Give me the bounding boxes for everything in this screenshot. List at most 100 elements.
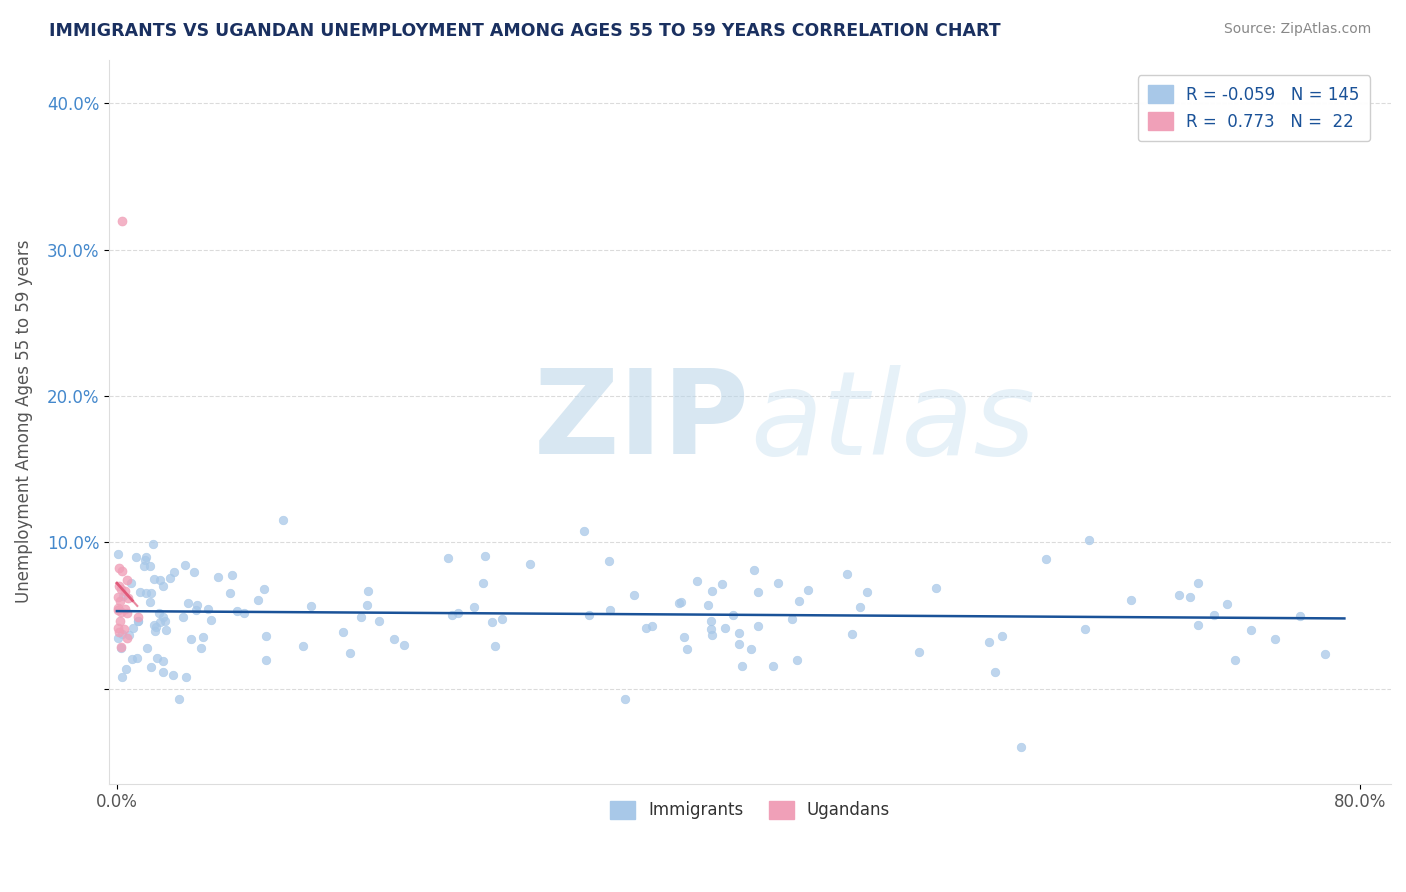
Point: [110, 605, 132, 619]
Point: [155, 623, 177, 637]
Point: [152, 665, 174, 679]
Point: [463, 599, 485, 614]
Point: [697, 598, 720, 612]
Point: [186, 598, 208, 612]
Point: [598, 554, 620, 568]
Point: [107, 603, 129, 617]
Point: [225, 604, 247, 618]
Point: [110, 582, 132, 596]
Point: [472, 575, 495, 590]
Point: [672, 630, 695, 644]
Point: [107, 547, 129, 561]
Point: [107, 625, 129, 640]
Point: [114, 602, 136, 616]
Point: [1074, 622, 1097, 636]
Point: [141, 660, 163, 674]
Point: [356, 598, 378, 612]
Point: [447, 606, 470, 620]
Point: [117, 591, 139, 605]
Point: [135, 586, 157, 600]
Point: [110, 669, 132, 683]
Point: [135, 549, 157, 564]
Point: [221, 568, 243, 582]
Point: [110, 213, 132, 227]
Point: [1315, 647, 1337, 661]
Point: [143, 618, 166, 632]
Point: [149, 573, 172, 587]
Point: [107, 621, 129, 635]
Point: [143, 572, 166, 586]
Point: [169, 692, 191, 706]
Point: [183, 565, 205, 579]
Point: [780, 611, 803, 625]
Point: [700, 584, 723, 599]
Point: [247, 593, 270, 607]
Point: [382, 632, 405, 646]
Point: [139, 559, 162, 574]
Point: [1225, 653, 1247, 667]
Point: [837, 567, 859, 582]
Point: [253, 582, 276, 597]
Point: [111, 589, 134, 603]
Point: [856, 585, 879, 599]
Point: [723, 608, 745, 623]
Point: [111, 565, 134, 579]
Point: [107, 591, 129, 605]
Point: [924, 581, 946, 595]
Point: [174, 558, 197, 572]
Point: [491, 612, 513, 626]
Point: [1187, 575, 1209, 590]
Point: [768, 575, 790, 590]
Y-axis label: Unemployment Among Ages 55 to 59 years: Unemployment Among Ages 55 to 59 years: [15, 240, 32, 603]
Point: [339, 646, 361, 660]
Point: [700, 627, 723, 641]
Point: [145, 620, 167, 634]
Point: [747, 619, 769, 633]
Point: [143, 624, 166, 639]
Point: [112, 622, 135, 636]
Point: [728, 626, 751, 640]
Point: [669, 595, 692, 609]
Point: [111, 627, 134, 641]
Point: [686, 574, 709, 589]
Point: [135, 640, 157, 655]
Point: [1264, 632, 1286, 647]
Point: [180, 632, 202, 646]
Point: [125, 550, 148, 565]
Text: Source: ZipAtlas.com: Source: ZipAtlas.com: [1223, 22, 1371, 37]
Point: [146, 650, 169, 665]
Point: [120, 576, 142, 591]
Point: [174, 670, 197, 684]
Point: [115, 573, 138, 587]
Point: [139, 586, 162, 600]
Point: [200, 613, 222, 627]
Point: [207, 570, 229, 584]
Point: [108, 594, 131, 608]
Point: [219, 586, 242, 600]
Point: [437, 550, 460, 565]
Point: [332, 625, 354, 640]
Point: [484, 639, 506, 653]
Point: [731, 659, 754, 673]
Legend: Immigrants, Ugandans: Immigrants, Ugandans: [603, 794, 897, 826]
Point: [292, 639, 315, 653]
Text: IMMIGRANTS VS UGANDAN UNEMPLOYMENT AMONG AGES 55 TO 59 YEARS CORRELATION CHART: IMMIGRANTS VS UGANDAN UNEMPLOYMENT AMONG…: [49, 22, 1001, 40]
Point: [849, 600, 872, 615]
Point: [127, 614, 149, 628]
Point: [1202, 608, 1225, 623]
Point: [356, 584, 378, 599]
Point: [134, 552, 156, 566]
Point: [1239, 624, 1261, 638]
Point: [714, 621, 737, 635]
Point: [787, 594, 810, 608]
Point: [107, 631, 129, 645]
Point: [152, 579, 174, 593]
Point: [636, 621, 658, 635]
Point: [578, 607, 600, 622]
Point: [163, 565, 186, 579]
Point: [350, 610, 373, 624]
Point: [727, 637, 749, 651]
Point: [107, 601, 129, 615]
Point: [623, 588, 645, 602]
Point: [139, 595, 162, 609]
